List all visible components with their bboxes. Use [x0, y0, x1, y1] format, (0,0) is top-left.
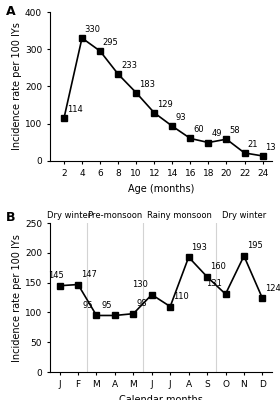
X-axis label: Age (months): Age (months): [128, 184, 194, 194]
Text: Dry winter: Dry winter: [47, 211, 91, 220]
Text: 49: 49: [211, 129, 222, 138]
Text: 93: 93: [175, 113, 186, 122]
Text: 124: 124: [265, 284, 280, 293]
Text: 131: 131: [206, 280, 222, 288]
Text: 330: 330: [85, 25, 101, 34]
Y-axis label: Incidence rate per 100 IYs: Incidence rate per 100 IYs: [12, 234, 22, 362]
Text: 95: 95: [83, 301, 93, 310]
Y-axis label: Incidence rate per 100 IYs: Incidence rate per 100 IYs: [12, 22, 22, 150]
Text: A: A: [6, 4, 16, 18]
Text: 130: 130: [132, 280, 148, 289]
Text: 195: 195: [247, 242, 262, 250]
Text: 147: 147: [81, 270, 97, 279]
Text: 145: 145: [48, 271, 64, 280]
Text: 193: 193: [192, 243, 207, 252]
Text: Pre-monsoon: Pre-monsoon: [87, 211, 143, 220]
Text: 98: 98: [136, 299, 147, 308]
Text: 110: 110: [173, 292, 189, 301]
Text: B: B: [6, 211, 16, 224]
Text: 295: 295: [103, 38, 119, 47]
Text: Rainy monsoon: Rainy monsoon: [147, 211, 212, 220]
Text: 183: 183: [139, 80, 155, 88]
Text: 129: 129: [157, 100, 173, 109]
Text: 60: 60: [193, 125, 204, 134]
Text: Dry winter: Dry winter: [222, 211, 266, 220]
X-axis label: Calendar months: Calendar months: [119, 395, 203, 400]
Text: 95: 95: [101, 301, 111, 310]
Text: 160: 160: [210, 262, 226, 271]
Text: 114: 114: [67, 105, 83, 114]
Text: 13: 13: [265, 143, 276, 152]
Text: 21: 21: [247, 140, 258, 149]
Text: 58: 58: [229, 126, 240, 135]
Text: 233: 233: [121, 61, 137, 70]
